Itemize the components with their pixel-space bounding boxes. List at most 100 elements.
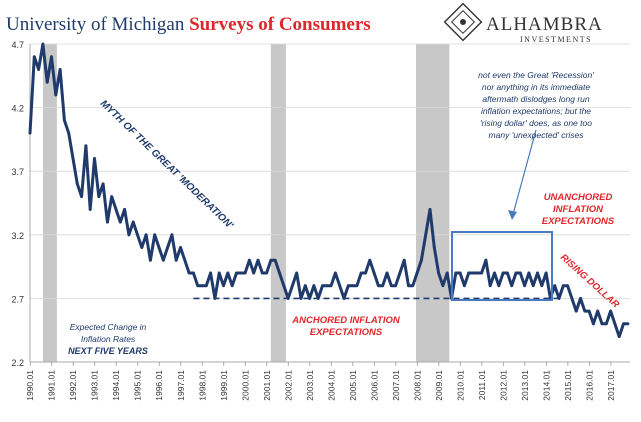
x-tick-label: 2000.01 [240, 370, 250, 401]
recession-band [42, 44, 57, 362]
note-line: many 'unexpected' crises [489, 130, 585, 140]
data-point [114, 207, 118, 211]
note-line: 'rising dollar' does, as one too [480, 118, 592, 128]
note-arrowhead [508, 210, 517, 220]
data-point [84, 144, 88, 148]
x-tick-label: 1992.01 [68, 370, 78, 401]
data-point [600, 322, 604, 326]
x-tick-label: 1998.01 [197, 370, 207, 401]
y-tick-label: 4.2 [11, 104, 24, 114]
data-point [312, 284, 316, 288]
alhambra-logo: ALHAMBRA INVESTMENTS [443, 2, 602, 44]
data-point [75, 182, 79, 186]
data-point [179, 246, 182, 249]
data-point [561, 284, 565, 288]
x-tick-label: 1997.01 [176, 370, 186, 401]
data-point [209, 271, 213, 275]
unanchored-line2: INFLATION [553, 204, 604, 215]
y-tick-label: 3.2 [11, 231, 24, 241]
data-point [265, 271, 268, 275]
note-text: not even the Great 'Recession' nor anyth… [478, 70, 594, 140]
data-point [127, 233, 131, 237]
anchored-line2: EXPECTATIONS [310, 327, 383, 338]
data-point [626, 322, 630, 326]
series-line [28, 42, 630, 339]
x-tick-label: 2015.01 [563, 370, 573, 401]
x-tick-label: 2001.01 [262, 370, 272, 401]
legend-line3: NEXT FIVE YEARS [68, 346, 148, 356]
data-point [394, 284, 397, 288]
x-tick-label: 2004.01 [326, 370, 336, 401]
note-arrow [511, 129, 537, 219]
data-point [342, 297, 346, 300]
data-point [32, 55, 36, 59]
data-point [458, 271, 462, 275]
data-point [398, 271, 402, 275]
chart-title-part1: University of Michigan [6, 14, 189, 35]
data-point [110, 195, 114, 199]
data-point [63, 118, 66, 122]
note-line: aftermath dislodges long run [482, 94, 590, 104]
x-tick-label: 2010.01 [455, 370, 465, 401]
data-point [493, 271, 496, 275]
data-point [411, 284, 415, 288]
recession-band [416, 44, 450, 362]
data-point [28, 131, 32, 135]
x-tick-label: 1991.01 [47, 370, 57, 401]
data-point [230, 284, 234, 288]
x-tick-label: 2017.01 [606, 370, 616, 401]
data-point [518, 271, 522, 275]
data-point [415, 271, 419, 275]
data-point [471, 271, 475, 275]
data-point [488, 284, 492, 288]
data-point [544, 271, 548, 275]
data-point [88, 207, 92, 211]
data-point [269, 258, 273, 262]
data-point [278, 271, 281, 275]
data-point [80, 195, 84, 199]
data-point [131, 220, 135, 224]
x-tick-label: 2007.01 [391, 370, 401, 401]
x-axis: 1990.01 1991.01 1992.01 1993.01 1994.01 1995.… [25, 361, 630, 401]
data-point [523, 284, 527, 288]
data-point [376, 284, 380, 288]
data-point [123, 207, 127, 211]
x-tick-label: 1999.01 [219, 370, 229, 401]
data-point [299, 297, 303, 300]
data-point [359, 271, 363, 275]
data-point [514, 271, 518, 275]
data-point [50, 55, 53, 59]
data-point [71, 157, 75, 160]
data-point [346, 284, 350, 288]
data-point [252, 271, 256, 275]
data-point [557, 297, 561, 300]
data-point [101, 182, 105, 186]
data-point [510, 284, 514, 288]
data-point [260, 271, 264, 275]
y-tick-label: 3.7 [11, 167, 24, 177]
data-point [106, 220, 109, 224]
data-point [364, 271, 367, 275]
data-point [243, 271, 247, 275]
data-point [592, 322, 595, 326]
data-point [527, 271, 531, 275]
data-point [506, 271, 509, 275]
note-line: not even the Great 'Recession' [478, 70, 594, 80]
logo-diamond-icon [443, 2, 483, 42]
data-point [290, 284, 294, 288]
data-point [475, 271, 479, 275]
legend-line1: Expected Change in [70, 322, 147, 332]
data-point [553, 284, 557, 288]
data-point [424, 233, 428, 237]
data-point [316, 297, 320, 300]
data-point [140, 246, 144, 249]
x-tick-label: 1993.01 [90, 370, 100, 401]
data-point [325, 284, 329, 288]
data-point [540, 284, 544, 288]
unanchored-box [451, 231, 553, 301]
data-point [286, 297, 290, 300]
data-point [273, 258, 277, 262]
data-point [93, 157, 96, 160]
x-tick-label: 2016.01 [584, 370, 594, 401]
data-point [153, 233, 157, 237]
